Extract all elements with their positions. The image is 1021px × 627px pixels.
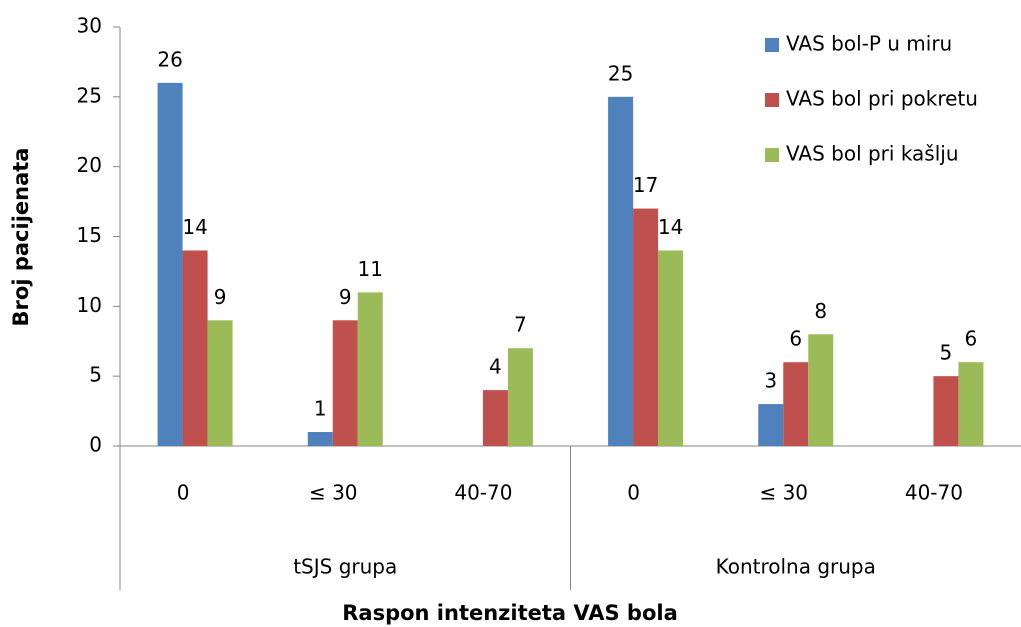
bar: [157, 82, 183, 446]
legend-label: VAS bol pri kašlju: [786, 142, 959, 166]
data-label: 9: [339, 285, 352, 309]
data-label: 6: [965, 327, 978, 351]
y-tick-label: 0: [89, 433, 102, 457]
data-label: 14: [658, 215, 683, 239]
group-label: tSJS grupa: [293, 555, 397, 579]
y-tick-label: 15: [77, 223, 102, 247]
bar: [357, 292, 383, 446]
data-label: 26: [157, 47, 182, 71]
bar: [758, 404, 784, 446]
data-label: 25: [608, 61, 633, 85]
bar: [608, 96, 634, 446]
group-label: Kontrolna grupa: [716, 555, 876, 579]
bar: [783, 362, 809, 446]
bar: [207, 320, 233, 446]
legend-label: VAS bol-P u miru: [786, 32, 952, 56]
legend-swatch: [765, 38, 779, 52]
data-label: 17: [633, 173, 658, 197]
data-label: 9: [214, 285, 227, 309]
x-tick-label: 0: [177, 481, 190, 505]
x-tick-label: 40-70: [454, 481, 512, 505]
data-label: 1: [314, 397, 327, 421]
y-tick-label: 10: [77, 293, 102, 317]
x-tick-label: ≤ 30: [759, 481, 808, 505]
bar: [507, 348, 533, 446]
bar: [808, 334, 834, 446]
data-label: 5: [940, 341, 953, 365]
x-tick-label: 40-70: [905, 481, 963, 505]
legend-label: VAS bol pri pokretu: [786, 87, 978, 111]
y-axis-title: Broj pacijenata: [9, 148, 33, 327]
x-axis-title: Raspon intenziteta VAS bola: [342, 601, 678, 625]
bar: [658, 250, 684, 446]
bar: [182, 250, 208, 446]
data-label: 6: [789, 327, 802, 351]
y-tick-label: 25: [77, 83, 102, 107]
x-tick-label: 0: [627, 481, 640, 505]
legend-swatch: [765, 148, 779, 162]
data-label: 4: [489, 355, 502, 379]
data-label: 11: [358, 257, 383, 281]
y-tick-label: 20: [77, 153, 102, 177]
bar: [958, 362, 984, 446]
bar: [307, 432, 333, 446]
x-tick-label: ≤ 30: [309, 481, 358, 505]
bar: [332, 320, 358, 446]
data-label: 7: [514, 313, 527, 337]
data-label: 3: [764, 369, 777, 393]
bar: [933, 376, 959, 446]
legend-swatch: [765, 93, 779, 107]
y-tick-label: 30: [77, 14, 102, 38]
bar: [633, 208, 659, 446]
bar: [482, 390, 508, 446]
data-label: 8: [814, 299, 827, 323]
y-tick-label: 5: [89, 363, 102, 387]
data-label: 14: [182, 215, 207, 239]
